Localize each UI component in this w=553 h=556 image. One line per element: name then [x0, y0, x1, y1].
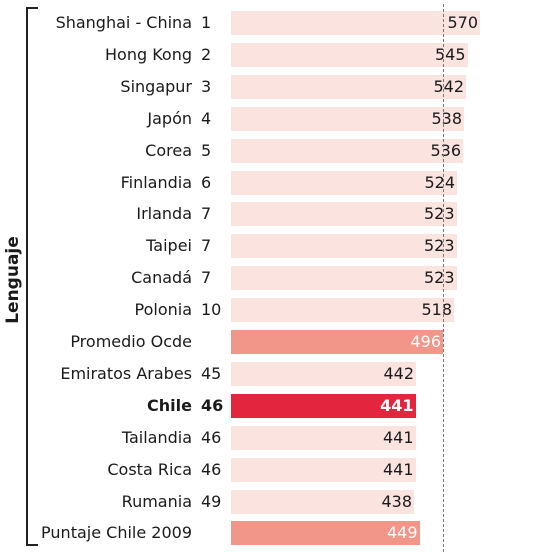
- bar: [231, 42, 468, 67]
- country-label: Costa Rica: [107, 459, 192, 479]
- bar: [231, 106, 464, 131]
- bar: [231, 74, 466, 99]
- value-label: 441: [380, 395, 414, 415]
- value-label: 442: [383, 363, 414, 383]
- bar: [231, 266, 457, 291]
- country-label: Promedio Ocde: [70, 332, 192, 351]
- country-label: Singapur: [120, 76, 192, 96]
- rank-label: 1: [201, 13, 212, 32]
- rank-label: 45: [201, 363, 222, 383]
- bar: [231, 393, 416, 418]
- bar-row: Shanghai - China 1 570: [0, 11, 553, 35]
- value-label: 524: [424, 172, 455, 192]
- country-label: Emiratos Arabes: [60, 363, 192, 383]
- bar-row: Japón 4 538: [0, 106, 553, 131]
- bar: [231, 170, 457, 195]
- country-label: Chile: [147, 395, 192, 415]
- rank-label: 7: [201, 236, 212, 256]
- value-label: 518: [421, 300, 452, 320]
- bar-row: Emiratos Arabes 45 442: [0, 361, 553, 386]
- value-label: 536: [430, 140, 461, 160]
- country-label: Rumania: [121, 491, 192, 511]
- value-label: 538: [431, 108, 462, 128]
- rank-label: 5: [201, 140, 212, 160]
- country-label: Corea: [145, 140, 192, 160]
- bar: [231, 521, 420, 546]
- bar-row: Puntaje Chile 2009 449: [0, 521, 553, 546]
- country-label: Irlanda: [136, 204, 192, 224]
- bar: [231, 234, 457, 259]
- bar: [231, 11, 480, 35]
- bar: [231, 361, 416, 386]
- bar-row: Tailandia 46 441: [0, 425, 553, 450]
- value-label: 570: [447, 13, 478, 32]
- value-label: 523: [423, 268, 455, 288]
- rank-label: 7: [201, 204, 212, 224]
- bar: [231, 457, 416, 482]
- bar: [231, 202, 457, 227]
- group-bracket: [26, 7, 38, 546]
- bar-row: Hong Kong 2 545: [0, 42, 553, 67]
- bar-row: Promedio Ocde 496: [0, 330, 553, 354]
- value-label: 441: [382, 459, 414, 479]
- value-label: 449: [386, 523, 418, 543]
- bar-row: Polonia 10 518: [0, 298, 553, 323]
- reference-line: [443, 4, 444, 552]
- bar-row: Finlandia 6 524: [0, 170, 553, 195]
- country-label: Shanghai - China: [55, 13, 192, 32]
- value-label: 441: [382, 427, 414, 447]
- rank-label: 46: [201, 459, 222, 479]
- value-label: 523: [423, 236, 455, 256]
- bar-row: Taipei 7 523: [0, 234, 553, 259]
- bar-row: Corea 5 536: [0, 138, 553, 163]
- value-label: 438: [381, 491, 412, 511]
- bar-row: Costa Rica 46 441: [0, 457, 553, 482]
- value-label: 542: [433, 76, 464, 96]
- rank-label: 46: [201, 427, 222, 447]
- country-label: Finlandia: [120, 172, 192, 192]
- bar: [231, 298, 454, 323]
- rank-label: 10: [201, 300, 222, 320]
- rank-label: 46: [201, 395, 224, 415]
- country-label: Canadá: [131, 268, 192, 288]
- rank-label: 4: [201, 108, 212, 128]
- country-label: Hong Kong: [105, 44, 192, 64]
- value-label: 523: [423, 204, 455, 224]
- value-label: 496: [410, 332, 441, 351]
- rank-label: 49: [201, 491, 222, 511]
- country-label: Tailandia: [121, 427, 192, 447]
- bar: [231, 425, 416, 450]
- bar-row: Singapur 3 542: [0, 74, 553, 99]
- rank-label: 2: [201, 44, 212, 64]
- bar: [231, 489, 414, 514]
- rank-label: [201, 521, 227, 545]
- bar-row: Rumania 49 438: [0, 489, 553, 514]
- bar: [231, 330, 443, 354]
- rank-label: 7: [201, 268, 212, 288]
- rank-label: 3: [201, 76, 212, 96]
- country-label: Puntaje Chile 2009: [41, 523, 192, 543]
- country-label: Japón: [147, 108, 192, 128]
- rank-label: [201, 330, 227, 354]
- bar-row: Canadá 7 523: [0, 266, 553, 291]
- bar-row: Chile 46 441: [0, 393, 553, 418]
- rank-label: 6: [201, 172, 212, 192]
- bar-row: Irlanda 7 523: [0, 202, 553, 227]
- country-label: Taipei: [146, 236, 192, 256]
- value-label: 545: [434, 44, 466, 64]
- bar: [231, 138, 463, 163]
- country-label: Polonia: [134, 300, 193, 320]
